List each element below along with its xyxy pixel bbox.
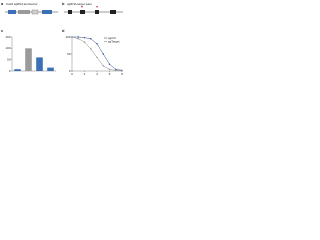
exon (95, 10, 99, 14)
legend-label: sgCtrl (108, 36, 116, 40)
exon (68, 10, 72, 14)
panel-label: c (1, 28, 4, 33)
bar (36, 57, 43, 71)
bar (47, 67, 54, 71)
y-tick-label: 50 (7, 57, 11, 61)
data-point (83, 36, 86, 39)
data-point (77, 38, 79, 40)
data-point (90, 48, 92, 50)
bar (14, 69, 21, 71)
legend-label: sgTarget (108, 39, 120, 43)
construct-block (42, 10, 52, 14)
panel-label: a (1, 1, 4, 6)
data-point (96, 43, 98, 45)
bar (25, 48, 32, 71)
data-point (121, 69, 123, 72)
data-point (115, 68, 117, 71)
data-point (102, 65, 104, 67)
data-point (108, 63, 111, 65)
y-tick-label: 0 (69, 69, 71, 73)
y-tick-label: 0 (9, 69, 11, 73)
page: a Cas9 sgRNA lentivector b sgRNA target … (0, 0, 320, 79)
data-point (96, 56, 98, 59)
x-tick-label: 2 (84, 72, 86, 76)
data-point (108, 68, 111, 71)
y-tick-label: 50 (67, 52, 71, 56)
data-point (83, 41, 86, 43)
panel-title: Cas9 sgRNA lentivector (6, 2, 38, 6)
exon (80, 10, 85, 14)
data-point (71, 36, 73, 38)
x-tick-label: 0 (71, 72, 73, 76)
data-point (77, 36, 79, 38)
construct-block (8, 10, 16, 14)
construct-block (18, 10, 30, 14)
x-tick-label: 6 (109, 72, 111, 76)
figure: a Cas9 sgRNA lentivector b sgRNA target … (1, 1, 123, 76)
y-tick-label: 100 (5, 46, 10, 50)
data-point (115, 69, 117, 72)
target-site (81, 6, 98, 8)
panel-label: b (62, 1, 65, 6)
panel-label: d (62, 28, 65, 33)
data-point (102, 53, 104, 55)
x-tick-label: 4 (96, 72, 98, 76)
y-tick-label: 150 (5, 35, 10, 39)
construct-block (31, 9, 39, 15)
panel-title: sgRNA target sites (67, 2, 92, 6)
exon (110, 10, 116, 14)
y-tick-label: 100 (65, 35, 70, 39)
x-tick-label: 8 (121, 72, 123, 76)
data-point (90, 38, 92, 40)
